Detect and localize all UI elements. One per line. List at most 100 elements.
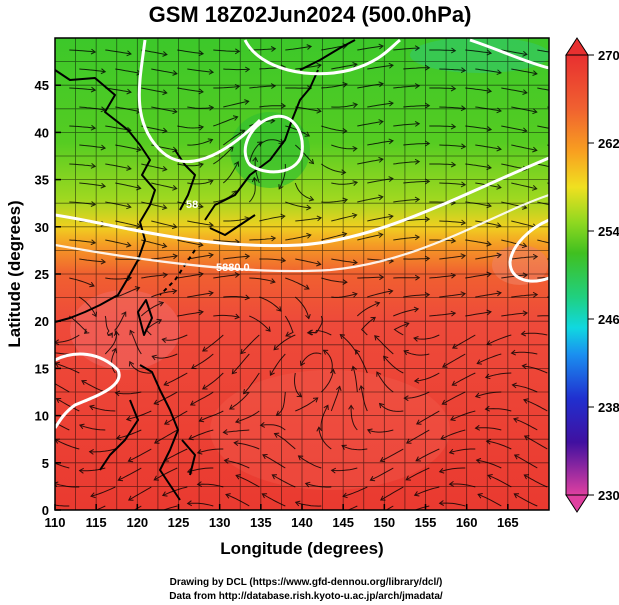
- streamline-arrowhead: [127, 495, 134, 501]
- streamline: [414, 486, 440, 496]
- streamline: [321, 199, 348, 203]
- streamline-arrowhead: [100, 182, 107, 189]
- streamline: [259, 215, 285, 222]
- streamline-arrowhead: [510, 349, 517, 356]
- streamline-arrowhead: [521, 363, 527, 370]
- streamline: [151, 182, 177, 190]
- streamline-arrowhead: [79, 423, 85, 430]
- streamline: [177, 273, 204, 279]
- streamline-arrowhead: [117, 475, 124, 482]
- streamline: [414, 372, 440, 382]
- streamline: [69, 49, 96, 53]
- streamline: [223, 255, 250, 260]
- streamline: [439, 502, 466, 507]
- streamline: [276, 391, 286, 416]
- streamline-arrowhead: [424, 64, 431, 71]
- streamline-arrowhead: [163, 456, 169, 462]
- streamline: [511, 220, 537, 228]
- streamline-arrowhead: [486, 271, 492, 278]
- chart-title: GSM 18Z02Jun2024 (500.0hPa): [149, 2, 472, 27]
- streamline-arrowhead: [487, 474, 493, 480]
- streamline: [177, 49, 204, 55]
- streamline: [318, 427, 332, 450]
- streamline-arrowhead: [129, 329, 135, 336]
- streamline-arrowhead: [207, 138, 214, 144]
- streamline: [89, 448, 116, 453]
- streamline: [187, 292, 214, 298]
- streamline-arrowhead: [276, 306, 282, 312]
- streamline: [69, 277, 95, 287]
- streamline: [262, 493, 286, 507]
- streamline-arrowhead: [440, 434, 446, 441]
- streamline-arrowhead: [532, 185, 538, 191]
- cool-pocket: [230, 112, 310, 188]
- streamline: [511, 256, 538, 260]
- streamline: [273, 334, 296, 351]
- warm-pocket: [70, 290, 180, 370]
- streamline-arrowhead: [352, 62, 358, 68]
- streamline-arrowhead: [352, 102, 359, 109]
- streamline: [105, 277, 132, 280]
- streamline-arrowhead: [352, 259, 358, 266]
- streamline: [269, 353, 286, 376]
- streamline: [213, 314, 240, 318]
- streamline-arrowhead: [477, 493, 483, 499]
- streamline: [356, 302, 380, 317]
- streamline: [162, 334, 188, 341]
- streamline: [439, 293, 466, 298]
- streamline: [187, 502, 214, 507]
- streamline: [440, 429, 466, 440]
- streamline-arrowhead: [316, 107, 322, 114]
- streamline: [151, 255, 178, 260]
- streamline-arrowhead: [316, 215, 323, 222]
- streamline: [141, 274, 168, 279]
- streamline: [403, 143, 430, 146]
- streamline-arrowhead: [231, 368, 237, 375]
- streamline-arrowhead: [234, 313, 241, 320]
- streamline: [501, 201, 527, 209]
- streamline: [537, 239, 549, 244]
- coastlines: [55, 39, 356, 501]
- streamline-arrowhead: [90, 48, 97, 55]
- x-axis-label: Longitude (degrees): [220, 539, 383, 558]
- streamline: [439, 68, 466, 71]
- streamline: [105, 49, 132, 55]
- streamline-arrowhead: [388, 62, 394, 69]
- streamline-arrowhead: [450, 415, 456, 421]
- streamline-arrowhead: [126, 126, 132, 133]
- streamline: [376, 371, 394, 393]
- streamline-arrowhead: [306, 232, 312, 239]
- streamline-arrowhead: [136, 184, 142, 191]
- streamline: [367, 64, 394, 70]
- streamline-arrowhead: [559, 90, 563, 95]
- streamline-arrowhead: [81, 380, 87, 386]
- streamline-arrowhead: [270, 235, 277, 242]
- streamline: [191, 353, 214, 369]
- streamline: [393, 123, 420, 127]
- streamline: [163, 372, 188, 386]
- streamline-arrowhead: [208, 221, 214, 228]
- streamline: [361, 316, 376, 336]
- streamline-arrowhead: [413, 377, 420, 384]
- streamline-arrowhead: [559, 275, 563, 280]
- streamline-arrowhead: [414, 234, 421, 241]
- streamline-arrowhead: [522, 50, 528, 57]
- streamline-arrowhead: [171, 288, 178, 295]
- colorbar-ticks: 270 262 254 246 238 230: [588, 48, 619, 503]
- x-axis-ticks: 110 115 120 125 130 135 140 145 150 155 160 165: [45, 504, 519, 530]
- streamline-arrowhead: [559, 128, 563, 133]
- streamline: [320, 369, 334, 393]
- streamline-arrowhead: [404, 321, 410, 328]
- streamline-arrowhead: [369, 475, 376, 482]
- streamline-arrowhead: [388, 176, 394, 182]
- streamline: [154, 391, 178, 405]
- streamline: [56, 398, 80, 412]
- streamline: [259, 296, 282, 312]
- streamline: [202, 372, 224, 390]
- streamline-arrowhead: [261, 493, 268, 499]
- streamline-arrowhead: [208, 69, 215, 75]
- streamline: [475, 391, 502, 398]
- streamline: [111, 348, 117, 374]
- streamline: [341, 445, 368, 451]
- streamline-arrowhead: [308, 195, 315, 202]
